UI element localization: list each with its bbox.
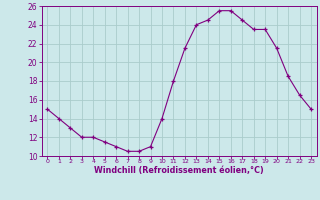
X-axis label: Windchill (Refroidissement éolien,°C): Windchill (Refroidissement éolien,°C) bbox=[94, 166, 264, 175]
